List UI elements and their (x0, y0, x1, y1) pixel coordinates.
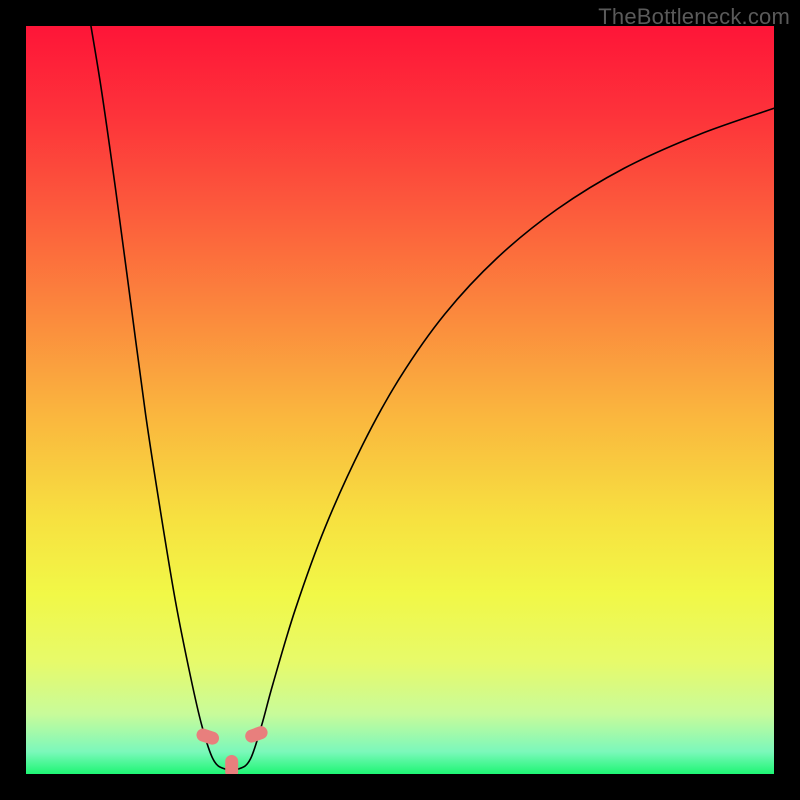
chart-background (26, 26, 774, 774)
watermark-text: TheBottleneck.com (598, 4, 790, 30)
curve-marker-1 (225, 755, 238, 774)
chart-plot-area (26, 26, 774, 774)
chart-svg (26, 26, 774, 774)
